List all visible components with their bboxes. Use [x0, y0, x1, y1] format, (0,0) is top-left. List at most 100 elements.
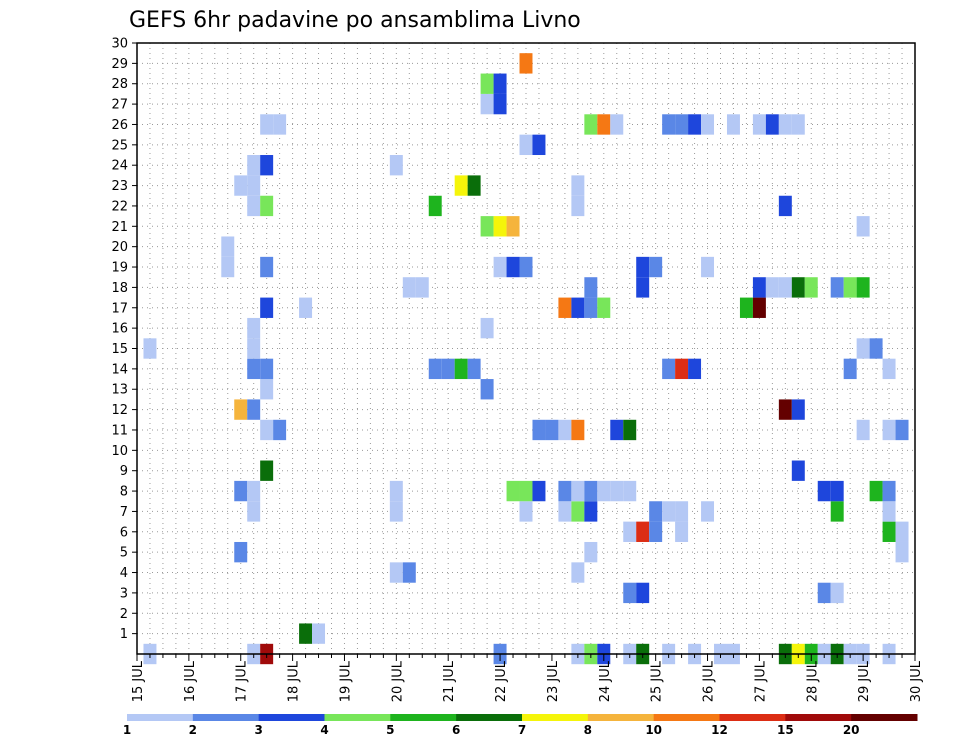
heatmap-cell — [532, 480, 546, 502]
heatmap-cell — [519, 501, 533, 522]
y-tick-label: 2 — [120, 607, 128, 622]
x-tick-label: 19 JUL — [338, 660, 353, 702]
y-tick-label: 23 — [111, 179, 128, 194]
heatmap-cell — [649, 256, 663, 278]
heatmap-cell — [752, 114, 766, 135]
heatmap-cell — [675, 521, 689, 542]
heatmap-cell — [247, 501, 261, 522]
heatmap-cell — [558, 480, 572, 502]
colorbar-swatch — [324, 714, 391, 721]
x-tick-label: 16 JUL — [183, 660, 198, 702]
heatmap-cell — [636, 521, 650, 542]
heatmap-cell — [610, 114, 624, 135]
y-tick-label: 22 — [111, 199, 128, 214]
heatmap-cell — [791, 277, 805, 298]
heatmap-cell — [778, 195, 792, 217]
heatmap-cell — [260, 358, 274, 380]
x-tick-label: 21 JUL — [442, 660, 457, 702]
heatmap-cell — [675, 501, 689, 522]
y-tick-label: 28 — [111, 77, 128, 92]
heatmap-cell — [519, 53, 533, 74]
y-tick-label: 18 — [111, 281, 128, 296]
heatmap-cell — [247, 155, 261, 176]
heatmap-cell — [584, 541, 598, 563]
heatmap-cell — [636, 256, 650, 278]
heatmap-cell — [454, 175, 468, 196]
colorbar-swatch — [258, 714, 325, 721]
x-tick-label: 27 JUL — [753, 660, 768, 702]
y-tick-label: 7 — [120, 505, 128, 520]
heatmap-cell — [882, 501, 896, 522]
y-tick-label: 10 — [111, 444, 128, 459]
y-tick-label: 25 — [111, 138, 128, 153]
heatmap-cell — [571, 175, 585, 196]
heatmap-cell — [623, 480, 637, 502]
heatmap-cell — [843, 277, 857, 298]
y-tick-label: 9 — [120, 464, 128, 479]
heatmap-cell — [688, 358, 702, 380]
heatmap-cell — [830, 582, 844, 604]
heatmap-cell — [260, 379, 274, 400]
heatmap-cell — [480, 216, 494, 237]
x-tick-label: 28 JUL — [805, 660, 820, 702]
y-tick-label: 1 — [120, 627, 128, 642]
y-tick-label: 19 — [111, 261, 128, 276]
colorbar-swatch — [719, 714, 786, 721]
heatmap-cell — [597, 297, 611, 318]
x-tick-label: 26 JUL — [702, 660, 717, 702]
heatmap-cell — [791, 114, 805, 135]
heatmap-cell — [882, 480, 896, 502]
heatmap-cell — [765, 114, 779, 135]
colorbar-label: 1 — [123, 723, 131, 737]
y-tick-label: 6 — [120, 525, 128, 540]
heatmap-cell — [234, 175, 248, 196]
y-tick-label: 27 — [111, 98, 128, 113]
heatmap-cell — [895, 541, 909, 563]
heatmap-cell — [817, 480, 831, 502]
heatmap-cell — [856, 419, 870, 441]
heatmap-cell — [312, 623, 326, 644]
colorbar-label: 4 — [320, 723, 328, 737]
heatmap-cell — [519, 134, 533, 156]
heatmap-cell — [467, 175, 481, 196]
colorbar-swatch — [127, 714, 194, 721]
heatmap-cell — [623, 419, 637, 441]
x-tick-label: 23 JUL — [546, 660, 561, 702]
x-tick-label: 20 JUL — [390, 660, 405, 702]
heatmap-cell — [389, 562, 403, 583]
heatmap-cell — [778, 399, 792, 420]
heatmap-cell — [221, 256, 235, 278]
heatmap-cell — [493, 73, 507, 94]
heatmap-cell — [701, 256, 715, 278]
y-tick-label: 24 — [111, 159, 128, 174]
heatmap-cell — [493, 93, 507, 115]
heatmap-cell — [558, 297, 572, 318]
heatmap-cell — [506, 216, 520, 237]
x-axis: 15 JUL 16 JUL 17 JUL 18 JUL 19 JUL 20 JUL 21 J… — [131, 654, 924, 702]
heatmap-cell — [752, 277, 766, 298]
heatmap-cell — [467, 358, 481, 380]
x-tick-label: 24 JUL — [598, 660, 613, 702]
heatmap-cell — [247, 317, 261, 339]
colorbar-label: 20 — [843, 723, 860, 737]
heatmap-cell — [299, 623, 313, 644]
heatmap-cell — [493, 216, 507, 237]
heatmap-cell — [830, 277, 844, 298]
heatmap-cell — [389, 480, 403, 502]
heatmap-cell — [610, 419, 624, 441]
heatmap-cell — [817, 582, 831, 604]
heatmap-cells — [143, 53, 909, 665]
heatmap-cell — [247, 175, 261, 196]
y-tick-label: 8 — [120, 485, 128, 500]
y-tick-label: 4 — [120, 566, 128, 581]
heatmap-cell — [765, 277, 779, 298]
heatmap-cell — [636, 277, 650, 298]
heatmap-cell — [247, 195, 261, 217]
colorbar-label: 12 — [711, 723, 728, 737]
heatmap-cell — [402, 277, 416, 298]
heatmap-cell — [882, 521, 896, 542]
y-tick-label: 16 — [111, 322, 128, 337]
heatmap-cell — [480, 317, 494, 339]
heatmap-cell — [571, 297, 585, 318]
